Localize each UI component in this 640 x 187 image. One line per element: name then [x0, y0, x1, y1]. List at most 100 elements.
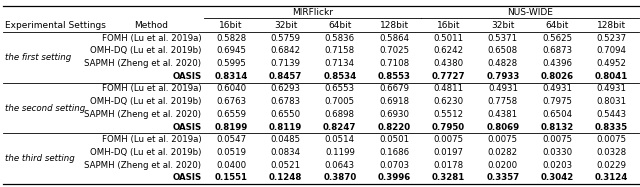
Text: 0.6763: 0.6763: [216, 97, 246, 106]
Text: 0.4931: 0.4931: [596, 85, 627, 94]
Text: Method: Method: [134, 21, 168, 30]
Text: 0.0519: 0.0519: [216, 148, 246, 157]
Text: 0.6559: 0.6559: [216, 110, 246, 119]
Text: 0.8314: 0.8314: [214, 72, 248, 81]
Text: 0.4381: 0.4381: [488, 110, 518, 119]
Text: 0.4380: 0.4380: [433, 59, 463, 68]
Text: 0.7134: 0.7134: [325, 59, 355, 68]
Text: 0.5836: 0.5836: [325, 34, 355, 43]
Text: 0.6508: 0.6508: [488, 46, 518, 55]
Text: 0.1686: 0.1686: [379, 148, 409, 157]
Text: 0.8069: 0.8069: [486, 122, 520, 132]
Text: 0.6898: 0.6898: [325, 110, 355, 119]
Text: 0.5237: 0.5237: [596, 34, 627, 43]
Text: 0.6945: 0.6945: [216, 46, 246, 55]
Text: 32bit: 32bit: [491, 21, 515, 30]
Text: 0.3281: 0.3281: [432, 173, 465, 182]
Text: 0.7005: 0.7005: [325, 97, 355, 106]
Text: 0.4952: 0.4952: [596, 59, 627, 68]
Text: 0.5864: 0.5864: [379, 34, 409, 43]
Text: 0.8026: 0.8026: [541, 72, 574, 81]
Text: 0.5371: 0.5371: [488, 34, 518, 43]
Text: 0.0703: 0.0703: [379, 161, 409, 170]
Text: OMH-DQ (Lu et al. 2019b): OMH-DQ (Lu et al. 2019b): [90, 97, 202, 106]
Text: 0.6242: 0.6242: [433, 46, 463, 55]
Text: 0.7025: 0.7025: [379, 46, 409, 55]
Text: 0.8457: 0.8457: [269, 72, 302, 81]
Text: 0.6783: 0.6783: [271, 97, 301, 106]
Text: 0.6918: 0.6918: [380, 97, 409, 106]
Text: SAPMH (Zheng et al. 2020): SAPMH (Zheng et al. 2020): [84, 59, 202, 68]
Text: 32bit: 32bit: [274, 21, 297, 30]
Text: 0.5828: 0.5828: [216, 34, 246, 43]
Text: 0.5011: 0.5011: [433, 34, 463, 43]
Text: 0.3042: 0.3042: [541, 173, 574, 182]
Text: SAPMH (Zheng et al. 2020): SAPMH (Zheng et al. 2020): [84, 110, 202, 119]
Text: 0.0203: 0.0203: [542, 161, 572, 170]
Text: 0.7933: 0.7933: [486, 72, 520, 81]
Text: 0.3357: 0.3357: [486, 173, 520, 182]
Text: 0.7108: 0.7108: [379, 59, 409, 68]
Text: 0.7758: 0.7758: [488, 97, 518, 106]
Text: 0.0075: 0.0075: [433, 135, 463, 144]
Text: 0.7950: 0.7950: [432, 122, 465, 132]
Text: 0.1199: 0.1199: [325, 148, 355, 157]
Text: OMH-DQ (Lu et al. 2019b): OMH-DQ (Lu et al. 2019b): [90, 148, 202, 157]
Text: 0.8199: 0.8199: [214, 122, 248, 132]
Text: 0.6842: 0.6842: [271, 46, 301, 55]
Text: NUS-WIDE: NUS-WIDE: [507, 8, 553, 17]
Text: Experimental Settings: Experimental Settings: [5, 21, 106, 30]
Text: SAPMH (Zheng et al. 2020): SAPMH (Zheng et al. 2020): [84, 161, 202, 170]
Text: 0.6873: 0.6873: [542, 46, 572, 55]
Text: 0.8534: 0.8534: [323, 72, 356, 81]
Text: 0.0547: 0.0547: [216, 135, 246, 144]
Text: 0.0514: 0.0514: [325, 135, 355, 144]
Text: 0.7139: 0.7139: [271, 59, 301, 68]
Text: 0.1551: 0.1551: [214, 173, 248, 182]
Text: FOMH (Lu et al. 2019a): FOMH (Lu et al. 2019a): [102, 135, 202, 144]
Text: 0.0178: 0.0178: [433, 161, 463, 170]
Text: 0.0282: 0.0282: [488, 148, 518, 157]
Text: 0.8041: 0.8041: [595, 72, 628, 81]
Text: 0.1248: 0.1248: [269, 173, 302, 182]
Text: 0.3870: 0.3870: [323, 173, 356, 182]
Text: 128bit: 128bit: [597, 21, 626, 30]
Text: 0.5443: 0.5443: [596, 110, 627, 119]
Text: 0.8247: 0.8247: [323, 122, 356, 132]
Text: OASIS: OASIS: [172, 173, 202, 182]
Text: OMH-DQ (Lu et al. 2019b): OMH-DQ (Lu et al. 2019b): [90, 46, 202, 55]
Text: OASIS: OASIS: [172, 72, 202, 81]
Text: 0.0485: 0.0485: [271, 135, 301, 144]
Text: 0.0075: 0.0075: [542, 135, 572, 144]
Text: 0.0521: 0.0521: [271, 161, 301, 170]
Text: 0.0200: 0.0200: [488, 161, 518, 170]
Text: 0.5512: 0.5512: [433, 110, 463, 119]
Text: OASIS: OASIS: [172, 122, 202, 132]
Text: the third setting: the third setting: [5, 154, 75, 163]
Text: 0.6230: 0.6230: [433, 97, 463, 106]
Text: 0.4931: 0.4931: [542, 85, 572, 94]
Text: 0.4828: 0.4828: [488, 59, 518, 68]
Text: 0.6550: 0.6550: [271, 110, 301, 119]
Text: 128bit: 128bit: [380, 21, 409, 30]
Text: 0.0075: 0.0075: [596, 135, 627, 144]
Text: 0.6930: 0.6930: [380, 110, 409, 119]
Text: 64bit: 64bit: [545, 21, 569, 30]
Text: 0.5759: 0.5759: [271, 34, 301, 43]
Text: 0.7158: 0.7158: [325, 46, 355, 55]
Text: 0.7094: 0.7094: [596, 46, 627, 55]
Text: 0.7727: 0.7727: [432, 72, 465, 81]
Text: 0.0330: 0.0330: [542, 148, 572, 157]
Text: 0.0501: 0.0501: [379, 135, 409, 144]
Text: 0.0229: 0.0229: [596, 161, 627, 170]
Text: 0.8553: 0.8553: [378, 72, 411, 81]
Text: 0.4811: 0.4811: [433, 85, 463, 94]
Text: 0.8220: 0.8220: [378, 122, 411, 132]
Text: 0.0643: 0.0643: [325, 161, 355, 170]
Text: 0.4396: 0.4396: [542, 59, 572, 68]
Text: 0.8132: 0.8132: [541, 122, 574, 132]
Text: 0.7975: 0.7975: [542, 97, 572, 106]
Text: 0.6504: 0.6504: [542, 110, 572, 119]
Text: 0.0075: 0.0075: [488, 135, 518, 144]
Text: 0.4931: 0.4931: [488, 85, 518, 94]
